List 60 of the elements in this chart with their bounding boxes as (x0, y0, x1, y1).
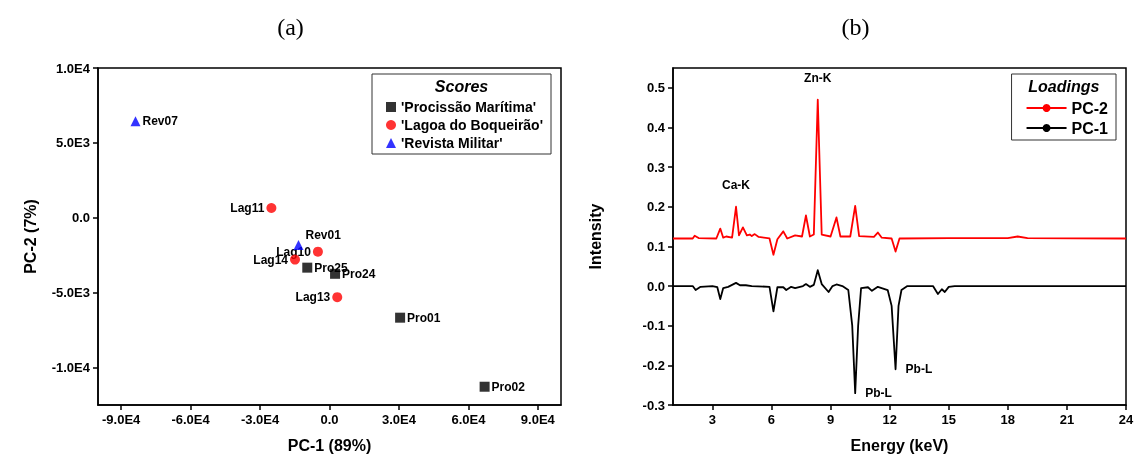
point (266, 203, 277, 214)
annotation: Pb-L (865, 386, 892, 401)
legend-title: Scores (434, 78, 489, 95)
x-tick-label: 9 (826, 412, 835, 427)
x-tick-label: 15 (941, 412, 956, 427)
point (130, 116, 141, 127)
x-tick-label: 6.0E4 (451, 412, 487, 427)
x-tick-label: 24 (1118, 412, 1134, 427)
y-tick-label: -5.0E3 (51, 285, 90, 301)
y-tick-label: 5.0E3 (56, 135, 90, 151)
x-tick-label: 21 (1059, 412, 1075, 427)
annotation: Lag11 (230, 201, 265, 216)
legend-title: Loadings (1028, 78, 1100, 95)
annotation: Ca-K (722, 177, 751, 192)
y-axis-title: PC-2 (7%) (21, 199, 39, 274)
y-tick-label: 0.4 (646, 119, 666, 135)
y-tick-label: -0.1 (642, 318, 665, 334)
x-tick-label: 3 (708, 412, 717, 427)
legend-label: PC-2 (1071, 99, 1109, 117)
y-tick-label: 0.1 (646, 238, 665, 254)
y-tick-label: 0.0 (646, 278, 665, 294)
line-series (672, 98, 1127, 256)
x-tick-label: 18 (1000, 412, 1016, 427)
y-tick-label: -1.0E4 (51, 360, 91, 376)
annotation: Rev01 (305, 227, 342, 242)
point (312, 246, 323, 257)
legend-label: PC-1 (1071, 119, 1109, 137)
y-tick-label: 0.2 (646, 199, 665, 215)
x-tick-label: -6.0E4 (171, 412, 211, 427)
point (395, 312, 406, 323)
annotation: Pb-L (905, 362, 933, 377)
x-tick-label: 0.0 (320, 412, 339, 427)
annotation: Zn-K (804, 70, 832, 85)
annotation: Pro02 (491, 379, 526, 394)
x-axis-title: PC-1 (89%) (287, 436, 372, 454)
x-axis-title: Energy (keV) (850, 436, 949, 454)
annotation: Pro01 (407, 310, 441, 325)
x-tick-label: 6 (767, 412, 776, 427)
x-tick-label: 3.0E4 (381, 412, 417, 427)
x-tick-label: -3.0E4 (240, 412, 280, 427)
annotation: Rev07 (142, 114, 179, 129)
chart-title: (a) (277, 14, 304, 40)
chart-title: (b) (841, 14, 870, 40)
legend-label: 'Revista Militar' (401, 135, 503, 151)
y-tick-label: 0.5 (646, 80, 665, 96)
point (302, 262, 313, 273)
y-tick-label: -0.3 (642, 397, 665, 413)
x-tick-label: -9.0E4 (101, 412, 142, 427)
y-tick-label: -0.2 (642, 357, 665, 373)
point (332, 292, 343, 303)
legend-label: 'Procissão Marítima' (401, 99, 537, 115)
point (479, 381, 490, 392)
x-tick-label: 12 (882, 412, 897, 427)
legend-label: 'Lagoa do Boqueirão' (401, 117, 543, 133)
y-tick-label: 0.0 (71, 210, 90, 226)
y-tick-label: 1.0E4 (56, 60, 91, 76)
annotation: Lag13 (295, 290, 331, 305)
y-axis-title: Intensity (586, 203, 604, 270)
x-tick-label: 9.0E4 (520, 412, 556, 427)
y-tick-label: 0.3 (646, 159, 665, 175)
